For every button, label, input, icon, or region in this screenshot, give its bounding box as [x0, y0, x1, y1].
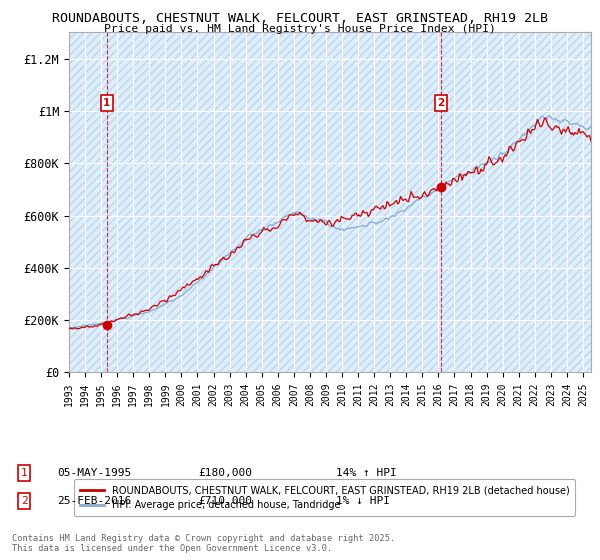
Text: 2: 2	[437, 98, 445, 108]
Text: 1% ↓ HPI: 1% ↓ HPI	[336, 496, 390, 506]
Text: 2: 2	[20, 496, 28, 506]
Legend: ROUNDABOUTS, CHESTNUT WALK, FELCOURT, EAST GRINSTEAD, RH19 2LB (detached house),: ROUNDABOUTS, CHESTNUT WALK, FELCOURT, EA…	[74, 479, 575, 516]
Text: Contains HM Land Registry data © Crown copyright and database right 2025.
This d: Contains HM Land Registry data © Crown c…	[12, 534, 395, 553]
Text: £180,000: £180,000	[198, 468, 252, 478]
Text: Price paid vs. HM Land Registry's House Price Index (HPI): Price paid vs. HM Land Registry's House …	[104, 24, 496, 34]
Text: 1: 1	[20, 468, 28, 478]
Text: ROUNDABOUTS, CHESTNUT WALK, FELCOURT, EAST GRINSTEAD, RH19 2LB: ROUNDABOUTS, CHESTNUT WALK, FELCOURT, EA…	[52, 12, 548, 25]
Text: 1: 1	[103, 98, 110, 108]
Text: 25-FEB-2016: 25-FEB-2016	[57, 496, 131, 506]
Text: 14% ↑ HPI: 14% ↑ HPI	[336, 468, 397, 478]
Text: 05-MAY-1995: 05-MAY-1995	[57, 468, 131, 478]
Text: £710,000: £710,000	[198, 496, 252, 506]
